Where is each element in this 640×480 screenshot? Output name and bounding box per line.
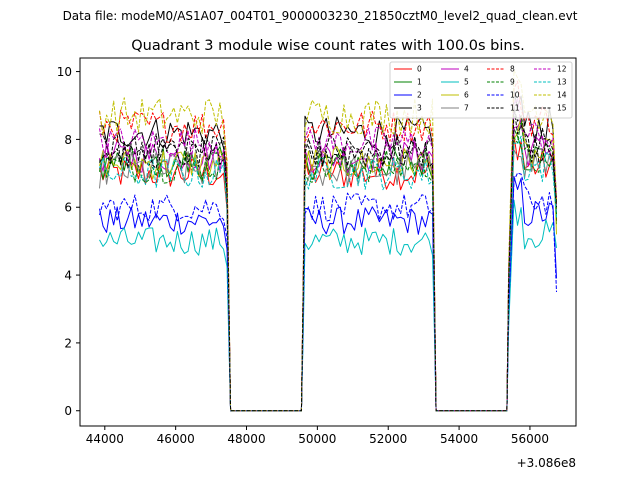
x-tick-label: 54000 bbox=[440, 432, 478, 446]
x-tick-label: 48000 bbox=[227, 432, 265, 446]
legend-label-6: 6 bbox=[464, 91, 469, 100]
legend-label-4: 4 bbox=[464, 65, 469, 74]
series-line-15 bbox=[99, 106, 558, 412]
legend-label-10: 10 bbox=[510, 91, 520, 100]
y-tick-label: 6 bbox=[64, 201, 72, 215]
legend-label-1: 1 bbox=[417, 78, 422, 87]
legend-label-11: 11 bbox=[510, 104, 520, 113]
legend-label-14: 14 bbox=[557, 91, 567, 100]
legend-label-0: 0 bbox=[417, 65, 422, 74]
legend-label-2: 2 bbox=[417, 91, 422, 100]
figure-suptitle: Data file: modeM0/AS1A07_004T01_90000032… bbox=[63, 9, 578, 23]
legend-label-3: 3 bbox=[417, 104, 422, 113]
y-tick-label: 2 bbox=[64, 336, 72, 350]
legend-frame bbox=[389, 61, 573, 119]
series-line-12 bbox=[98, 98, 558, 412]
x-tick-label: 46000 bbox=[157, 432, 195, 446]
legend-label-15: 15 bbox=[557, 104, 567, 113]
x-tick-label: 50000 bbox=[298, 432, 336, 446]
x-axis-offset-label: +3.086e8 bbox=[517, 456, 576, 470]
series-line-10 bbox=[99, 172, 558, 412]
x-tick-label: 44000 bbox=[86, 432, 124, 446]
x-tick-label: 56000 bbox=[511, 432, 549, 446]
x-tick-label: 52000 bbox=[369, 432, 407, 446]
y-tick-label: 10 bbox=[57, 65, 72, 79]
legend-label-5: 5 bbox=[464, 78, 469, 87]
chart-title: Quadrant 3 module wise count rates with … bbox=[131, 38, 525, 54]
x-axis: 44000 46000 48000 50000 52000 54000 56000 bbox=[86, 426, 549, 446]
y-axis: 0 2 4 6 8 10 bbox=[57, 65, 80, 418]
plot-area-frame bbox=[79, 57, 577, 427]
y-tick-label: 0 bbox=[64, 404, 72, 418]
legend-label-9: 9 bbox=[510, 78, 515, 87]
y-tick-label: 4 bbox=[64, 269, 72, 283]
legend-label-8: 8 bbox=[510, 65, 515, 74]
legend-label-12: 12 bbox=[557, 65, 567, 74]
legend-label-13: 13 bbox=[557, 78, 567, 87]
series-layer bbox=[98, 69, 558, 412]
legend-label-7: 7 bbox=[464, 104, 469, 113]
y-tick-label: 8 bbox=[64, 133, 72, 147]
